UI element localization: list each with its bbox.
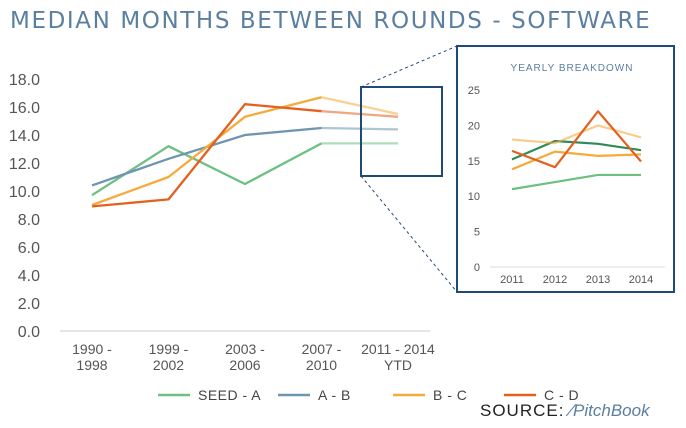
legend-label: SEED - A xyxy=(198,387,261,403)
inset-y-tick-label: 20 xyxy=(468,120,480,132)
inset-series-line xyxy=(511,110,642,169)
y-tick-label: 10.0 xyxy=(9,184,40,201)
chart-title: MEDIAN MONTHS BETWEEN ROUNDS - SOFTWARE xyxy=(10,8,652,34)
inset-y-tick-label: 25 xyxy=(468,85,480,97)
zoom-box xyxy=(360,86,443,177)
inset-title: YEARLY BREAKDOWN xyxy=(511,63,634,74)
legend-label: A - B xyxy=(318,387,351,403)
callout-connector-top xyxy=(360,45,458,88)
x-tick-label: 2002 xyxy=(153,357,184,373)
y-tick-label: 16.0 xyxy=(9,100,40,117)
y-tick-label: 14.0 xyxy=(9,128,40,145)
x-tick-label: 2010 xyxy=(306,357,337,373)
x-tick-label: 1998 xyxy=(76,357,107,373)
zoom-callout xyxy=(360,45,675,293)
y-tick-label: 18.0 xyxy=(9,72,40,89)
x-tick-label: 2011 - 2014 xyxy=(361,341,435,357)
inset-y-tick-label: 0 xyxy=(474,262,480,274)
inset-x-tick-label: 2012 xyxy=(543,274,567,286)
yearly-breakdown-inset: YEARLY BREAKDOWN 0 5 10 15 20 25 2011 2012 2013 20… xyxy=(468,63,665,286)
y-tick-label: 12.0 xyxy=(9,156,40,173)
series-line xyxy=(91,126,322,187)
inset-y-tick-label: 5 xyxy=(474,227,480,239)
main-line-chart: 0.0 2.0 4.0 6.0 8.0 10.0 12.0 14.0 16.0 18.0 1990 … xyxy=(9,72,435,373)
series-ytd-segment xyxy=(321,126,399,131)
x-tick-label: 2007 - xyxy=(302,341,342,357)
x-tick-label: 1999 - xyxy=(149,341,189,357)
inset-x-tick-label: 2013 xyxy=(586,274,610,286)
inset-series-line xyxy=(511,139,642,161)
x-tick-label: YTD xyxy=(384,357,412,373)
y-tick-label: 0.0 xyxy=(18,324,40,341)
series-ytd-segment xyxy=(321,96,399,116)
x-tick-label: 2006 xyxy=(229,357,260,373)
legend-label: C - D xyxy=(544,387,579,403)
x-tick-label: 2003 - xyxy=(225,341,265,357)
series-ytd-segment xyxy=(321,110,399,118)
pitchbook-logo: ∕PitchBook xyxy=(570,401,650,420)
y-tick-label: 6.0 xyxy=(18,240,40,257)
y-tick-label: 4.0 xyxy=(18,268,40,285)
source-credit: SOURCE: ∕PitchBook xyxy=(480,401,650,421)
inset-frame xyxy=(456,45,675,293)
inset-y-tick-label: 15 xyxy=(468,156,480,168)
x-tick-label: 1990 - xyxy=(72,341,112,357)
inset-series-line xyxy=(511,150,642,171)
callout-connector-bottom xyxy=(360,175,458,293)
inset-x-tick-label: 2011 xyxy=(500,274,524,286)
inset-series-line xyxy=(511,124,642,145)
source-label: SOURCE: xyxy=(480,401,565,420)
chart-legend: SEED - A A - B B - C C - D xyxy=(158,387,579,403)
inset-y-tick-label: 10 xyxy=(468,191,480,203)
y-tick-label: 8.0 xyxy=(18,212,40,229)
inset-series-line xyxy=(511,173,641,191)
inset-x-tick-label: 2014 xyxy=(629,274,653,286)
legend-label: B - C xyxy=(433,387,467,403)
series-line xyxy=(91,142,323,197)
series-line xyxy=(91,103,322,208)
y-tick-label: 2.0 xyxy=(18,296,40,313)
